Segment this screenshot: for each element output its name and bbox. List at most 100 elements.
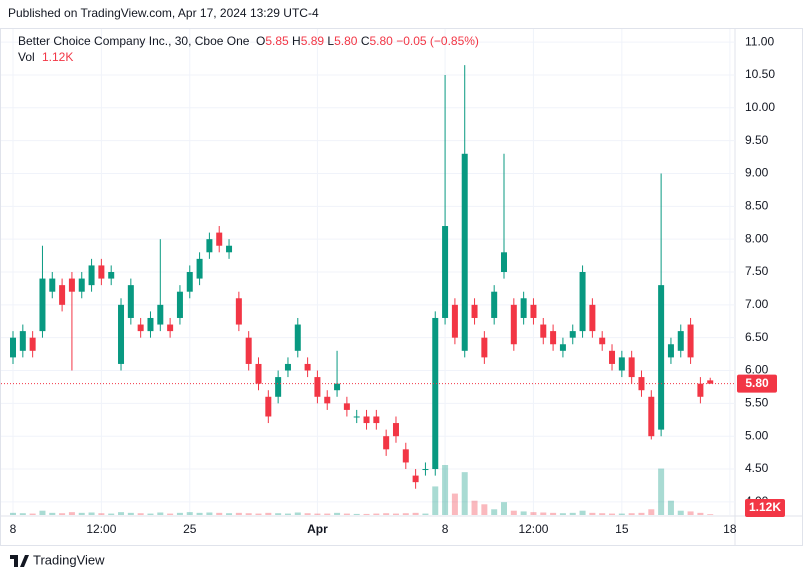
volume-bar [245,513,252,515]
candle-body [314,377,321,397]
volume-bar [501,502,507,515]
candle-body [304,363,311,371]
x-tick-label: 8 [10,522,17,536]
volume-bar [284,513,291,515]
volume-bar [648,509,655,515]
x-tick-label: 15 [615,522,629,536]
candle-body [471,304,478,318]
legend-value: 5.80 [369,34,393,48]
legend-value: 5.85 [265,34,289,48]
candle-body [334,383,341,391]
volume-bar [226,513,233,515]
candle-body [461,153,468,351]
volume-bar [628,513,635,515]
candle-body [245,337,252,364]
candle-body [383,436,390,450]
volume-bar [687,511,694,515]
volume-bar [68,512,75,515]
volume-bar [206,512,213,515]
candle-body [98,265,105,279]
volume-bar [59,513,66,515]
candle-body [363,416,370,424]
candle-body [255,363,262,384]
volume-bar [589,512,596,515]
volume-bar [373,513,380,515]
candle-body [19,331,26,351]
candle-body [108,272,115,279]
volume-bar [471,500,478,515]
candle-body [226,245,233,253]
volume-bar [559,513,566,515]
candle-body [78,278,85,292]
candle-body [569,331,576,338]
volume-bar [422,513,429,515]
candle-body [235,298,242,325]
volume-bar [569,512,576,515]
y-tick-label: 5.00 [745,428,769,442]
volume-bar [176,512,183,515]
volume-bar [461,472,468,515]
last-price-label: 5.80 [745,376,769,390]
marks [1,65,735,515]
candle-body [550,331,557,345]
x-tick-label: 25 [183,522,197,536]
y-tick-label: 9.00 [745,166,769,180]
volume-bar [49,512,56,515]
last-price-box [737,374,777,393]
legend-key: C [361,34,370,48]
footer: TradingView [33,552,105,567]
y-tick-label: 9.50 [745,133,769,147]
candle-body [687,324,694,358]
x-tick-label: 18 [723,522,737,536]
volume-bar [677,510,684,515]
candle-body [88,265,95,286]
x-tick-label: 8 [442,522,449,536]
candle-body [353,416,360,418]
candle-body [667,344,674,358]
candle-body [432,317,439,470]
y-tick-label: 5.50 [745,396,769,410]
candle-body [530,304,537,318]
candle-body [579,272,586,332]
candle-body [589,304,596,332]
candle-body [501,252,507,272]
y-tick-label: 11.00 [745,34,774,48]
y-tick-label: 7.00 [745,297,769,311]
volume-bar [10,512,16,515]
legend-key: L [327,34,334,48]
symbol: Better Choice Company Inc., 30, Cboe One [18,34,250,48]
legend-value: 5.80 [334,34,358,48]
volume-bar [491,509,498,515]
candle-body [392,423,399,437]
candle-body [412,475,419,483]
volume-bar [609,513,616,515]
volume-bar [118,512,125,515]
volume-bar [196,512,203,515]
candle-body [618,357,625,371]
volume-bar [451,493,458,515]
chart-frame [0,28,803,546]
candle-body [29,337,36,351]
candle-body [137,324,144,332]
candle-body [599,337,606,345]
candle-body [520,298,527,318]
volume-bar [137,513,144,515]
volume-bar [108,513,115,515]
volume-bar [550,512,557,515]
x-tick-label: 12:00 [518,522,548,536]
ohlc-legend: O5.85 H5.89 L5.80 C5.80 −0.05 (−0.85%) [256,34,479,48]
volume-bar [157,512,164,515]
y-tick-label: 8.00 [745,231,769,245]
candle-body [559,344,566,351]
volume-bar [167,513,174,515]
volume-bar [667,500,674,515]
candle-body [609,350,616,364]
volume-bar [19,513,26,515]
candle-body [540,324,547,338]
candle-body [127,285,134,318]
candle-body [284,363,291,371]
candle-body [697,383,704,397]
volume-axis-label: 1.12K [749,500,781,514]
candle-body [481,337,488,358]
